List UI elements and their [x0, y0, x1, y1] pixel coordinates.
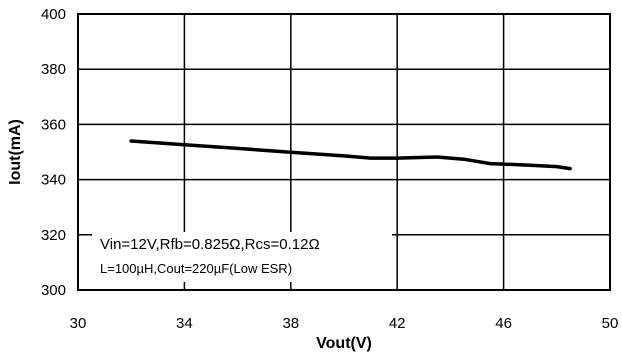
y-tick-label: 300 — [41, 282, 66, 299]
y-tick-label: 340 — [41, 172, 66, 189]
x-tick-label: 42 — [389, 315, 406, 332]
series-line — [129, 139, 572, 171]
annotation-line-2: L=100µH,Cout=220µF(Low ESR) — [100, 261, 292, 276]
x-tick-label: 50 — [602, 315, 619, 332]
y-axis-label: Iout(mA) — [7, 119, 24, 185]
x-tick-label: 46 — [495, 315, 512, 332]
series-layer — [129, 139, 572, 171]
y-tick-label: 320 — [41, 227, 66, 244]
annotation-box: Vin=12V,Rfb=0.825Ω,Rcs=0.12Ω L=100µH,Cou… — [92, 232, 392, 282]
x-tick-label: 30 — [70, 315, 87, 332]
plot-area-frame — [77, 13, 611, 291]
annotation-background — [92, 232, 392, 282]
y-tick-labels: 300 320 340 360 380 400 — [41, 6, 66, 299]
y-tick-label: 380 — [41, 61, 66, 78]
x-tick-labels: 30 34 38 42 46 50 — [70, 315, 619, 332]
x-axis-label: Vout(V) — [316, 335, 372, 352]
y-tick-label: 400 — [41, 6, 66, 23]
annotation-line-1: Vin=12V,Rfb=0.825Ω,Rcs=0.12Ω — [100, 236, 320, 253]
y-tick-label: 360 — [41, 116, 66, 133]
x-tick-label: 34 — [176, 315, 193, 332]
x-tick-label: 38 — [282, 315, 299, 332]
